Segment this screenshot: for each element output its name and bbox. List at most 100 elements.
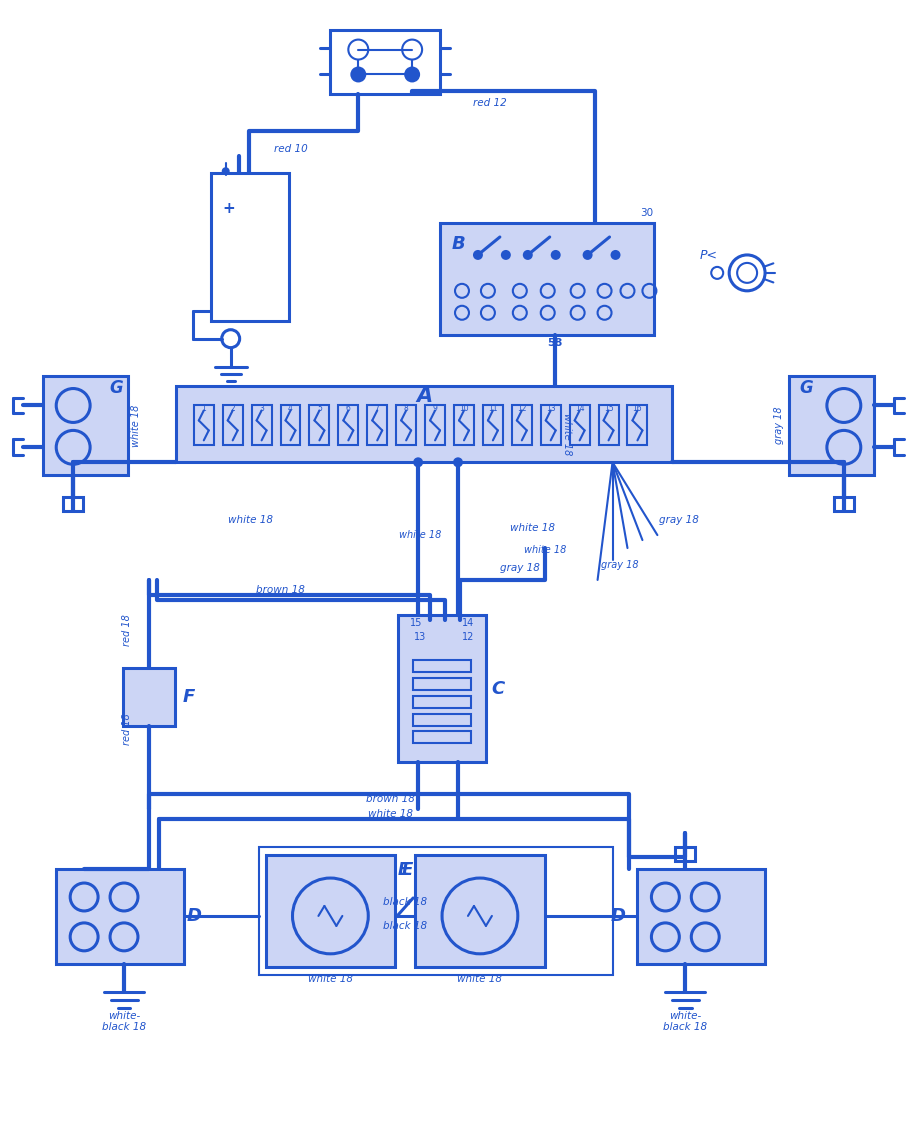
Circle shape <box>611 250 620 259</box>
Text: red 10: red 10 <box>274 144 308 155</box>
Text: 30: 30 <box>640 208 653 218</box>
Text: white 18: white 18 <box>367 809 413 819</box>
Text: 7: 7 <box>375 404 380 413</box>
Circle shape <box>413 457 423 467</box>
Text: E: E <box>401 861 412 879</box>
Text: F: F <box>182 688 195 706</box>
Text: D: D <box>186 907 202 925</box>
Bar <box>570 405 590 446</box>
Text: white 18: white 18 <box>562 413 572 456</box>
Bar <box>413 731 471 743</box>
Bar <box>627 405 648 446</box>
Text: D: D <box>610 907 626 925</box>
Bar <box>266 855 395 967</box>
Bar <box>413 678 471 689</box>
Bar <box>512 405 532 446</box>
Text: C: C <box>491 680 505 697</box>
Bar <box>440 223 654 335</box>
Text: white 18: white 18 <box>131 404 141 447</box>
Circle shape <box>350 67 366 82</box>
Bar <box>675 847 695 861</box>
Bar <box>598 405 618 446</box>
Text: 15: 15 <box>410 618 422 628</box>
Bar <box>123 668 175 725</box>
Bar <box>397 405 416 446</box>
Text: 5: 5 <box>317 404 322 413</box>
Bar <box>834 497 854 511</box>
Text: white-
black 18: white- black 18 <box>102 1011 146 1032</box>
Text: 14: 14 <box>575 404 584 413</box>
Text: 12: 12 <box>517 404 527 413</box>
Bar <box>43 376 128 475</box>
Bar <box>398 615 485 763</box>
Circle shape <box>551 250 561 259</box>
Text: E: E <box>398 861 409 879</box>
Bar <box>789 376 874 475</box>
Bar <box>483 405 503 446</box>
Bar <box>56 869 184 963</box>
Bar <box>331 29 440 95</box>
Text: 16: 16 <box>633 404 642 413</box>
Circle shape <box>501 250 511 259</box>
Text: brown 18: brown 18 <box>365 794 415 804</box>
Text: 14: 14 <box>462 618 474 628</box>
Text: red 18: red 18 <box>122 614 132 645</box>
Text: black 18: black 18 <box>383 897 427 907</box>
Text: red 18: red 18 <box>122 714 132 746</box>
Bar <box>258 847 613 975</box>
Bar <box>454 405 474 446</box>
Text: white 18: white 18 <box>228 515 273 526</box>
Circle shape <box>583 250 593 259</box>
Text: white 18: white 18 <box>457 973 503 984</box>
Text: +: + <box>223 201 235 215</box>
Text: G: G <box>109 379 123 397</box>
Bar <box>540 405 561 446</box>
Bar <box>223 405 243 446</box>
Text: 9: 9 <box>432 404 438 413</box>
Bar <box>413 660 471 671</box>
Text: 10: 10 <box>459 404 469 413</box>
Bar <box>413 714 471 725</box>
Text: 11: 11 <box>488 404 497 413</box>
Circle shape <box>453 457 463 467</box>
Text: red 12: red 12 <box>473 98 507 108</box>
Bar <box>310 405 330 446</box>
Text: 2: 2 <box>230 404 235 413</box>
Bar <box>367 405 387 446</box>
Text: gray 18: gray 18 <box>774 406 784 444</box>
Text: 4: 4 <box>288 404 293 413</box>
Bar <box>638 869 765 963</box>
Bar <box>211 174 289 320</box>
Bar <box>280 405 300 446</box>
Text: white 18: white 18 <box>308 973 353 984</box>
Text: white 18: white 18 <box>510 523 555 534</box>
Text: 8: 8 <box>404 404 409 413</box>
Text: A: A <box>416 386 432 405</box>
Bar <box>338 405 358 446</box>
Bar <box>176 386 672 462</box>
Text: white 18: white 18 <box>399 530 442 540</box>
Circle shape <box>222 167 230 175</box>
Text: 12: 12 <box>462 632 474 642</box>
Bar <box>252 405 271 446</box>
Bar <box>194 405 213 446</box>
Text: P<: P< <box>699 249 717 263</box>
Text: white 18: white 18 <box>524 545 566 555</box>
Text: 6: 6 <box>346 404 351 413</box>
Bar <box>413 696 471 707</box>
Text: 58: 58 <box>547 337 562 347</box>
Text: gray 18: gray 18 <box>601 559 638 570</box>
Text: 13: 13 <box>546 404 555 413</box>
Text: white-
black 18: white- black 18 <box>663 1011 707 1032</box>
Circle shape <box>404 67 420 82</box>
Bar <box>415 855 545 967</box>
Text: black 18: black 18 <box>383 920 427 931</box>
Text: 3: 3 <box>259 404 264 413</box>
Text: 15: 15 <box>604 404 614 413</box>
Text: B: B <box>452 235 465 253</box>
Circle shape <box>523 250 533 259</box>
Bar <box>63 497 83 511</box>
Text: G: G <box>799 379 812 397</box>
Text: 13: 13 <box>414 632 426 642</box>
Bar <box>425 405 445 446</box>
